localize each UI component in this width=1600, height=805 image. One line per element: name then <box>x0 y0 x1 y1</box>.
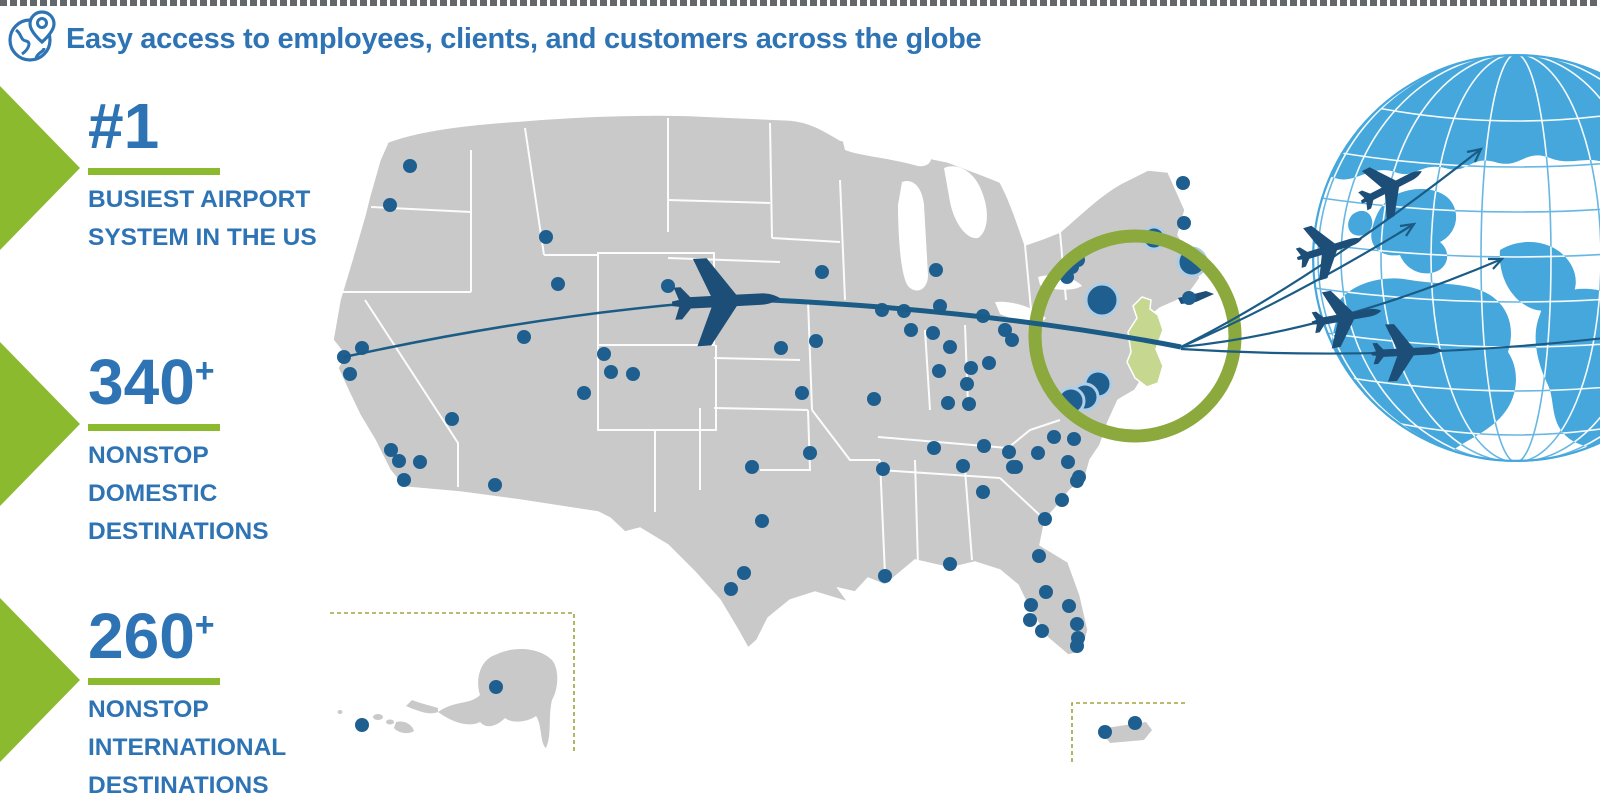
destination-dot <box>904 323 918 337</box>
destination-dot <box>1032 549 1046 563</box>
destination-dot <box>1070 639 1084 653</box>
destination-dot <box>403 159 417 173</box>
destination-dot <box>867 392 881 406</box>
destination-dot <box>539 230 553 244</box>
destination-dot <box>960 377 974 391</box>
destination-dot <box>1035 624 1049 638</box>
destination-dot <box>977 439 991 453</box>
destination-dot <box>1002 445 1016 459</box>
destination-dot <box>932 364 946 378</box>
destination-dot <box>809 334 823 348</box>
destination-dot <box>964 361 978 375</box>
destination-dot <box>661 279 675 293</box>
green-arrow-3 <box>0 598 80 762</box>
destination-dot <box>445 412 459 426</box>
destination-dot <box>597 347 611 361</box>
destination-dot <box>982 356 996 370</box>
destination-dot <box>878 569 892 583</box>
alaska-inset <box>330 612 575 752</box>
destination-dot <box>1098 725 1112 739</box>
stat-label: NONSTOP INTERNATIONAL DESTINATIONS <box>88 696 287 800</box>
destination-dot <box>941 396 955 410</box>
destination-dot <box>1062 599 1076 613</box>
hawaii-islands <box>337 710 414 734</box>
hub-dot <box>1084 282 1120 318</box>
destination-dot <box>355 718 369 732</box>
destination-dot <box>383 198 397 212</box>
destination-dot <box>1067 432 1081 446</box>
destination-dot <box>926 326 940 340</box>
destination-dot <box>1006 460 1020 474</box>
destination-dot <box>397 473 411 487</box>
stat-value: 340+ <box>88 346 215 418</box>
page-title: Easy access to employees, clients, and c… <box>66 23 982 55</box>
destination-dot <box>626 367 640 381</box>
header: Easy access to employees, clients, and c… <box>6 8 982 71</box>
destination-dot <box>1031 446 1045 460</box>
destination-dot <box>1038 512 1052 526</box>
destination-dots <box>337 159 1196 739</box>
destination-dot <box>1055 493 1069 507</box>
destination-dot <box>998 323 1012 337</box>
stat-label: NONSTOP DOMESTIC DESTINATIONS <box>88 442 269 546</box>
destination-dot <box>1039 585 1053 599</box>
top-dotted-border <box>0 0 1600 6</box>
stat-value: 260+ <box>88 600 215 672</box>
stat-domestic-destinations: 340+ NONSTOP DOMESTIC DESTINATIONS <box>88 346 269 551</box>
world-globe <box>1312 54 1600 462</box>
destination-dot <box>1182 291 1196 305</box>
destination-dot <box>956 459 970 473</box>
destination-dot <box>1072 470 1086 484</box>
destination-dot <box>795 386 809 400</box>
destination-dot <box>774 341 788 355</box>
destination-dot <box>1047 430 1061 444</box>
green-underline <box>88 678 220 686</box>
stat-busiest-airport: #1 BUSIEST AIRPORT SYSTEM IN THE US <box>88 90 317 257</box>
destination-dot <box>1128 716 1142 730</box>
destination-dot <box>392 454 406 468</box>
destination-dot <box>962 397 976 411</box>
destination-dot <box>343 367 357 381</box>
stat-international-destinations: 260+ NONSTOP INTERNATIONAL DESTINATIONS <box>88 600 287 805</box>
green-arrow-2 <box>0 342 80 506</box>
globe-pin-icon <box>6 8 62 71</box>
destination-dot <box>737 566 751 580</box>
destination-dot <box>604 365 618 379</box>
destination-dot <box>1005 333 1019 347</box>
destination-dot <box>1023 613 1037 627</box>
destination-dot <box>927 441 941 455</box>
stat-value: #1 <box>88 90 160 162</box>
destination-dot <box>976 485 990 499</box>
focus-ring <box>1028 229 1242 443</box>
destination-dot <box>577 386 591 400</box>
destination-dot <box>551 277 565 291</box>
destination-dot <box>876 462 890 476</box>
puerto-rico-inset <box>1071 702 1188 762</box>
destination-dot <box>1024 598 1038 612</box>
destination-dot <box>745 460 759 474</box>
green-arrow-1 <box>0 86 80 250</box>
destination-dot <box>943 340 957 354</box>
destination-dot <box>413 455 427 469</box>
destination-dot <box>943 557 957 571</box>
destination-dot <box>1177 216 1191 230</box>
destination-dot <box>1070 617 1084 631</box>
destination-dot <box>1061 455 1075 469</box>
destination-dot <box>724 582 738 596</box>
stat-label: BUSIEST AIRPORT SYSTEM IN THE US <box>88 186 317 252</box>
green-underline <box>88 168 220 176</box>
destination-dot <box>517 330 531 344</box>
destination-dot <box>815 265 829 279</box>
green-underline <box>88 424 220 432</box>
destination-dot <box>488 478 502 492</box>
destination-dot <box>929 263 943 277</box>
destination-dot <box>384 443 398 457</box>
destination-dot <box>803 446 817 460</box>
destination-dot <box>489 680 503 694</box>
us-map <box>332 114 1214 656</box>
destination-dot <box>1176 176 1190 190</box>
destination-dot <box>755 514 769 528</box>
